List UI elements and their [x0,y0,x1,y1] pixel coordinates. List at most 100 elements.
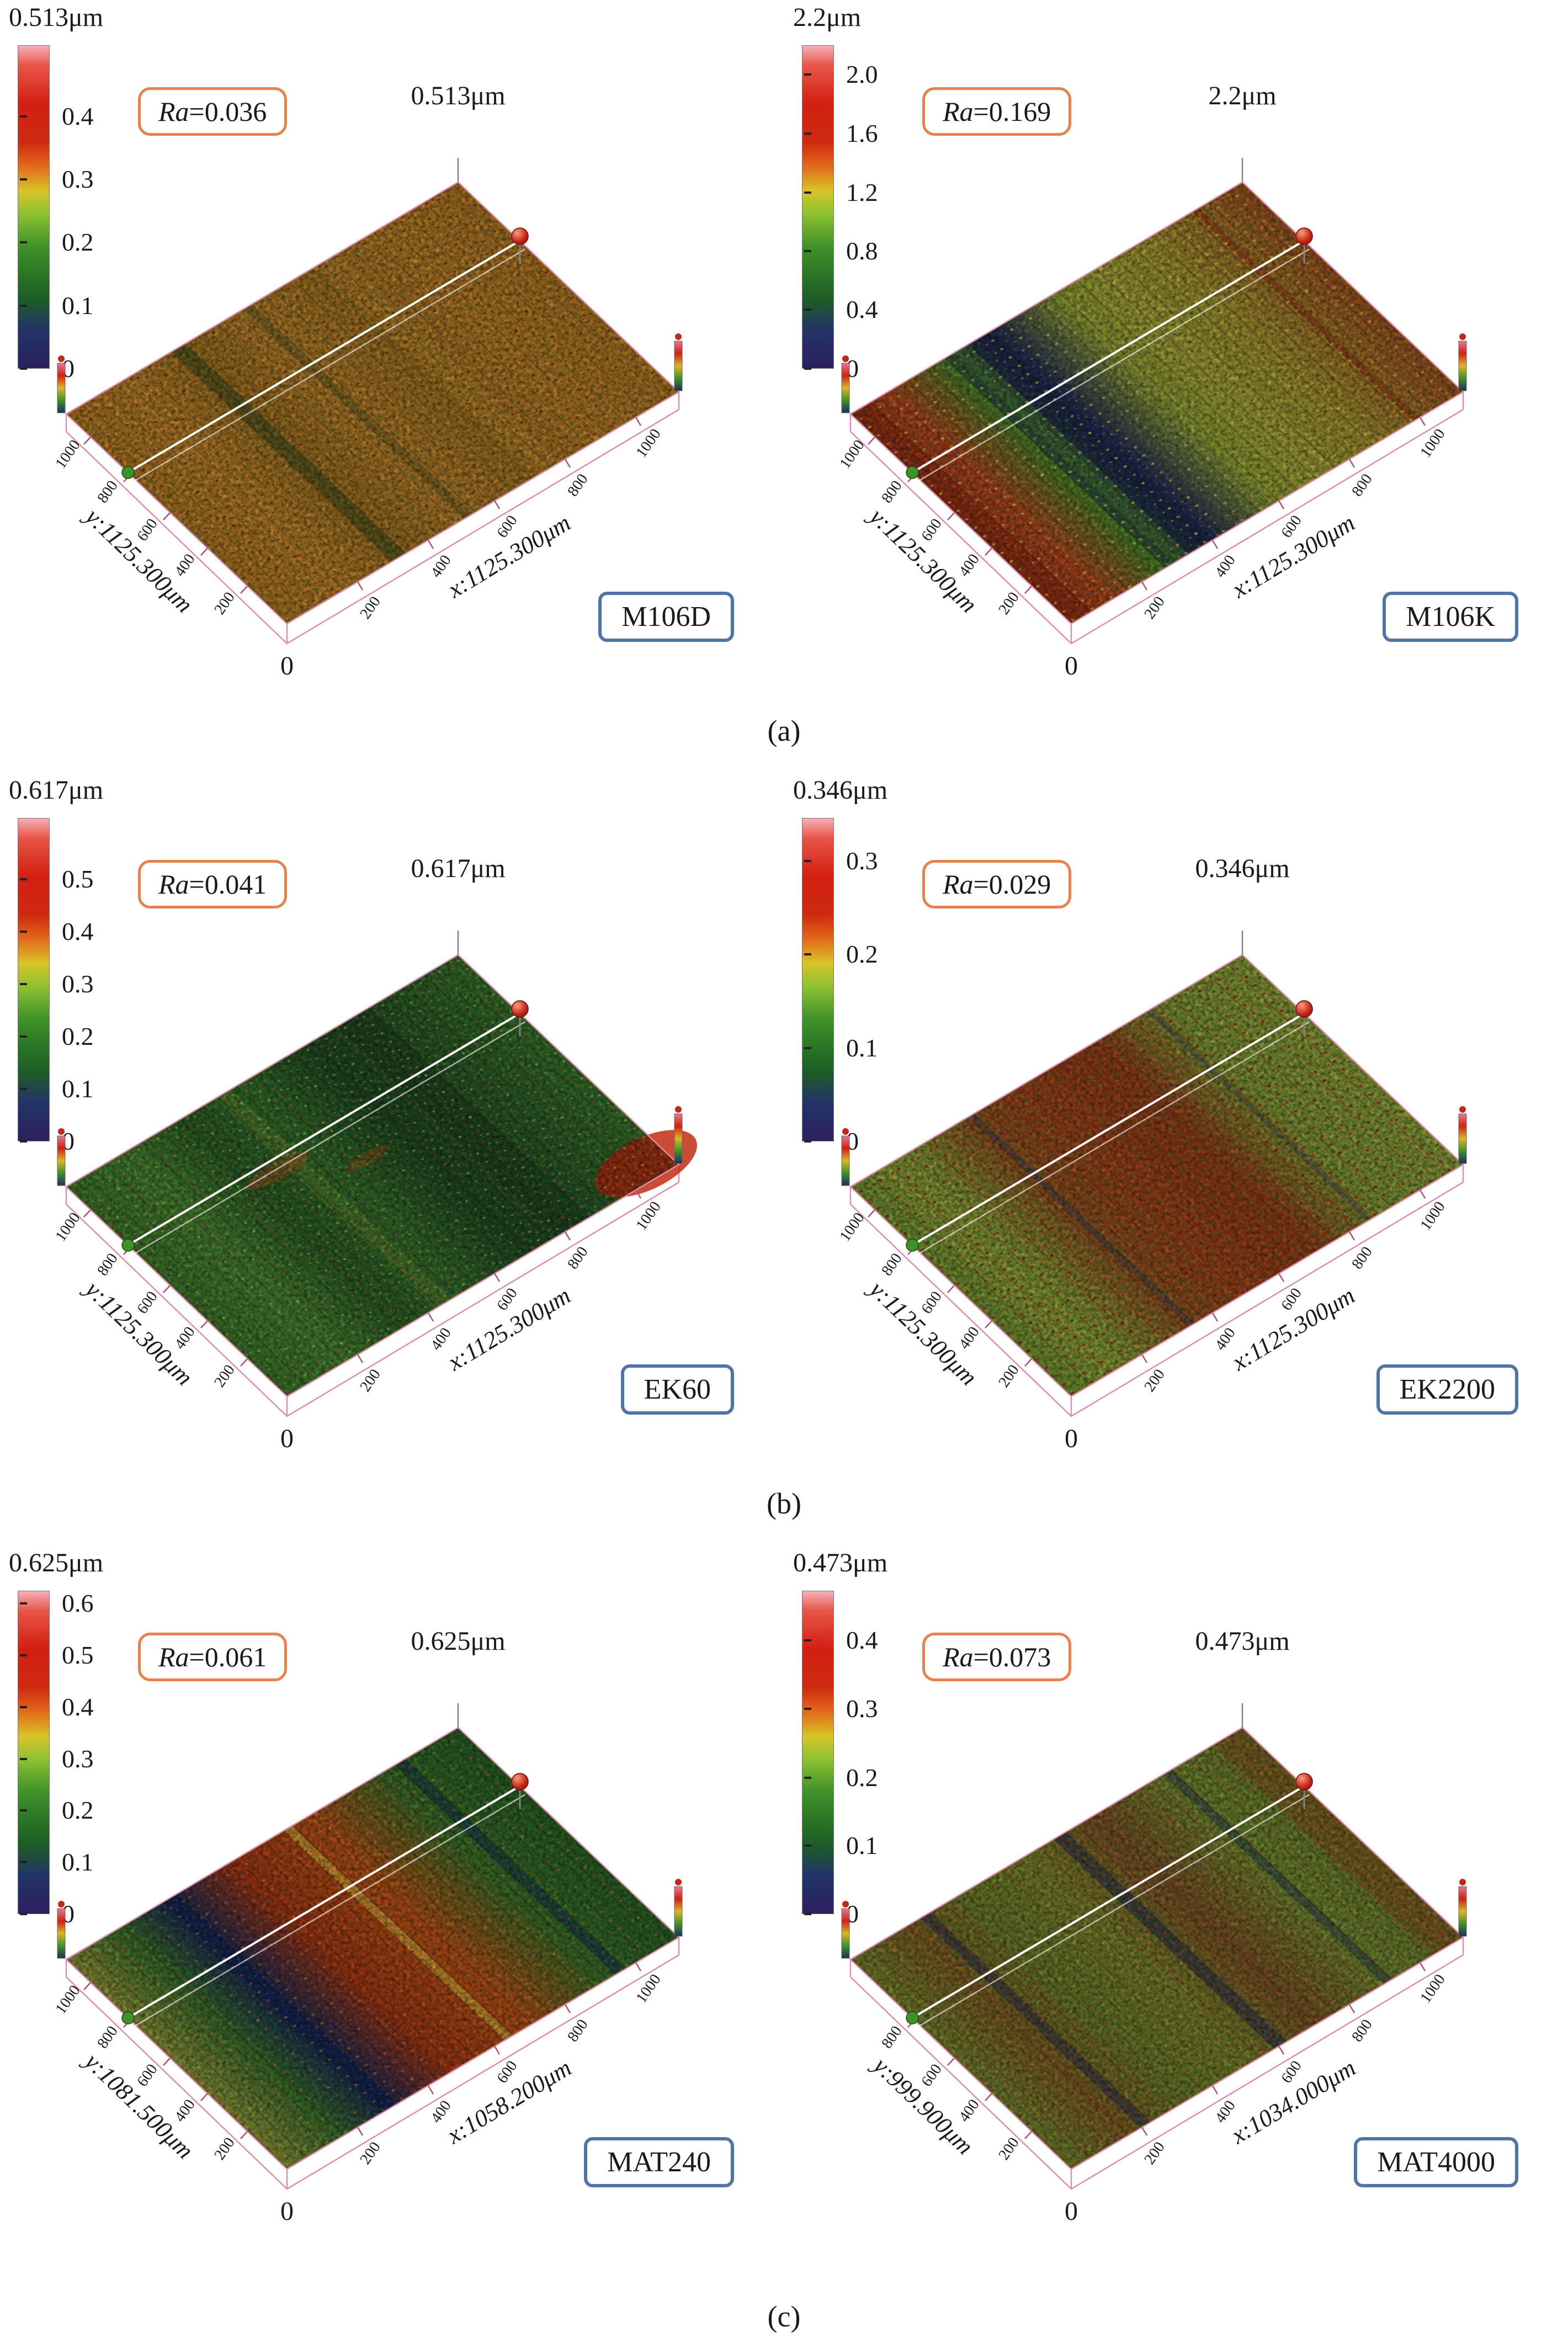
sample-name-box: MAT240 [584,2137,734,2187]
origin-label: 0 [280,1424,294,1453]
corner-scale-posts [57,1106,683,1186]
svg-text:1000: 1000 [1417,1971,1449,2006]
profile-marker-red [1295,227,1313,245]
colorbar-max-label: 0.617μm [9,775,104,805]
ra-value: =0.061 [189,1641,267,1672]
corner-scale-posts [841,333,1467,413]
panel-m106k: 2.2μm 2.0 1.6 1.2 0.8 0.4 0 Ra=0.169 2.2… [784,0,1568,706]
surface-plot-ek60: 200 400 600 800 1000 200 400 600 800 100… [52,931,697,1453]
profile-marker-green [906,2011,919,2025]
surface-outline [65,954,681,1398]
colorbar-tick: 0.8 [804,236,878,265]
colorbar-tick: 0.4 [804,295,878,324]
sample-name-box: M106K [1383,592,1518,642]
colorbar-tick: 0.2 [20,228,94,257]
colorbar-gradient [18,45,50,369]
base-wireframe [65,1937,680,2190]
peak-height-label: 0.346μm [1195,854,1290,883]
svg-text:800: 800 [878,2023,905,2052]
colorbar-tick: 0.3 [20,970,94,998]
colorbar: 0.4 0.3 0.2 0.1 0 [802,1591,907,1927]
svg-text:1000: 1000 [632,1198,665,1234]
peak-height-label: 0.473μm [1195,1627,1290,1656]
profile-line [906,1773,1313,2027]
profile-marker-green [121,2011,135,2025]
colorbar-max-label: 0.513μm [9,3,104,32]
corner-scale-posts [841,1879,1467,1959]
profile-marker-red [511,1773,529,1790]
colorbar-tick: 0.2 [804,940,878,969]
row-b: 0.617μm 0.5 0.4 0.3 0.2 0.1 0 Ra=0.041 0… [0,773,1568,1479]
row-a: 0.513μm 0.4 0.3 0.2 0.1 0 Ra=0.036 0.513… [0,0,1568,706]
ra-symbol: Ra [158,96,189,127]
sample-name-box: M106D [598,592,734,642]
svg-text:800: 800 [94,1250,121,1279]
profile-line [121,227,529,482]
surface-plot-mat240: 200 400 600 800 1000 200 400 600 800 100… [52,1703,683,2226]
corner-scale-posts [57,1879,683,1959]
origin-label: 0 [280,2197,294,2226]
colorbar: 0.6 0.5 0.4 0.3 0.2 0.1 0 [18,1591,123,1927]
profile-marker-red [1295,1773,1313,1790]
colorbar-tick: 0.4 [20,1692,94,1721]
ra-symbol: Ra [943,869,974,900]
sample-name-box: EK2200 [1376,1364,1518,1415]
axis-tick-marks [868,417,1426,594]
svg-text:800: 800 [878,1250,905,1279]
svg-text:1000: 1000 [836,1209,868,1245]
axis-tick-marks [907,1962,1426,2139]
panel-ek60: 0.617μm 0.5 0.4 0.3 0.2 0.1 0 Ra=0.041 0… [0,773,784,1479]
ra-value-box: Ra=0.061 [138,1633,288,1681]
colorbar-tick: 0.2 [20,1022,94,1051]
ra-value: =0.073 [973,1641,1051,1672]
colorbar-tick: 0.3 [20,1744,94,1773]
profile-marker-green [906,1239,919,1252]
profile-marker-red [511,1000,529,1018]
base-wireframe [849,392,1464,645]
svg-text:1000: 1000 [632,426,665,461]
colorbar-tick: 0.5 [20,865,94,894]
peak-height-label: 0.513μm [411,81,506,110]
colorbar: 2.0 1.6 1.2 0.8 0.4 0 [802,45,907,381]
colorbar-tick: 0.1 [804,1831,878,1860]
ra-symbol: Ra [943,1641,974,1672]
surface-plot-m106d: 200 400 600 800 1000 200 400 600 800 100… [52,158,683,681]
colorbar: 0.4 0.3 0.2 0.1 0 [18,45,123,381]
base-wireframe [849,1937,1464,2190]
colorbar-max-label: 0.625μm [9,1548,104,1577]
colorbar-tick: 0.4 [20,917,94,946]
ra-value-box: Ra=0.041 [138,860,288,908]
svg-text:200: 200 [357,1366,384,1395]
svg-text:200: 200 [1141,2139,1168,2167]
profile-marker-green [121,1239,135,1252]
profile-line [906,227,1313,482]
colorbar-gradient [802,818,834,1141]
surface-plot-ek2200: 200 400 600 800 1000 200 400 600 800 100… [836,931,1467,1453]
surface-outline [849,1726,1465,2170]
profile-marker-green [121,466,135,479]
surface-plot-mat4000: 200 400 600 800 1000 200 400 600 800 x:1… [841,1703,1467,2226]
surface-outline [849,954,1465,1398]
ra-value: =0.041 [189,869,267,900]
colorbar-tick: 0.3 [804,846,878,875]
row-label-b: (b) [767,1487,801,1520]
colorbar: 0.5 0.4 0.3 0.2 0.1 0 [18,818,123,1154]
colorbar-tick: 0.1 [804,1033,878,1062]
peak-height-label: 0.617μm [411,854,506,883]
sample-name-box: MAT4000 [1354,2137,1518,2187]
ra-value-box: Ra=0.036 [138,87,288,136]
ra-value: =0.029 [973,869,1051,900]
colorbar-tick: 0.5 [20,1641,94,1670]
profile-marker-green [906,466,919,479]
panel-mat4000: 0.473μm 0.4 0.3 0.2 0.1 0 Ra=0.073 0.473… [784,1545,1568,2252]
colorbar-max-label: 2.2μm [793,3,862,32]
colorbar-gradient [802,1591,834,1914]
colorbar-tick: 0.1 [20,291,94,320]
colorbar-gradient [18,818,50,1141]
sample-name-box: EK60 [620,1364,734,1415]
ra-symbol: Ra [158,1641,189,1672]
svg-text:800: 800 [94,477,121,506]
origin-label: 0 [1065,1424,1078,1453]
